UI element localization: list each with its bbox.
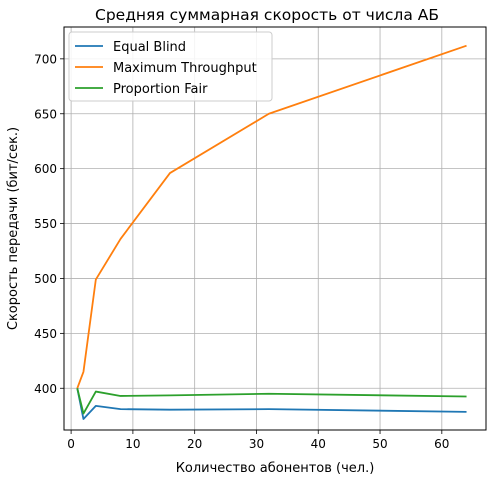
series-line-proportion-fair [76,388,467,415]
y-tick-label: 450 [34,327,57,341]
y-tick-label: 500 [34,272,57,286]
chart-title: Средняя суммарная скорость от числа АБ [95,6,439,24]
x-tick-label: 60 [434,437,449,451]
series-group [76,44,467,420]
y-tick-label: 400 [34,382,57,396]
series-line-maximum-throughput [76,44,467,389]
y-tick-label: 600 [34,162,57,176]
y-tick-label: 550 [34,217,57,231]
x-axis: 0 10 20 30 40 50 60 [67,430,449,451]
plot-frame [63,26,487,431]
y-tick-label: 650 [34,107,57,121]
y-axis: 400 450 500 550 600 650 700 [34,52,64,396]
series-line-equal-blind [76,388,467,420]
x-tick-label: 10 [125,437,140,451]
legend-box [68,31,273,102]
y-axis-label: Скорость передачи (бит/сек.) [6,127,21,330]
legend-label-equal-blind: Equal Blind [113,40,186,55]
x-tick-label: 20 [187,437,202,451]
y-tick-label: 700 [34,52,57,66]
x-tick-label: 0 [67,437,75,451]
grid [64,27,486,430]
x-tick-label: 30 [249,437,264,451]
x-axis-label: Количество абонентов (чел.) [176,461,375,476]
x-tick-label: 40 [311,437,326,451]
legend-label-maximum-throughput: Maximum Throughput [113,61,257,76]
legend-label-proportion-fair: Proportion Fair [113,82,208,97]
x-tick-label: 50 [372,437,387,451]
legend: Equal Blind Maximum Throughput Proportio… [68,31,273,102]
